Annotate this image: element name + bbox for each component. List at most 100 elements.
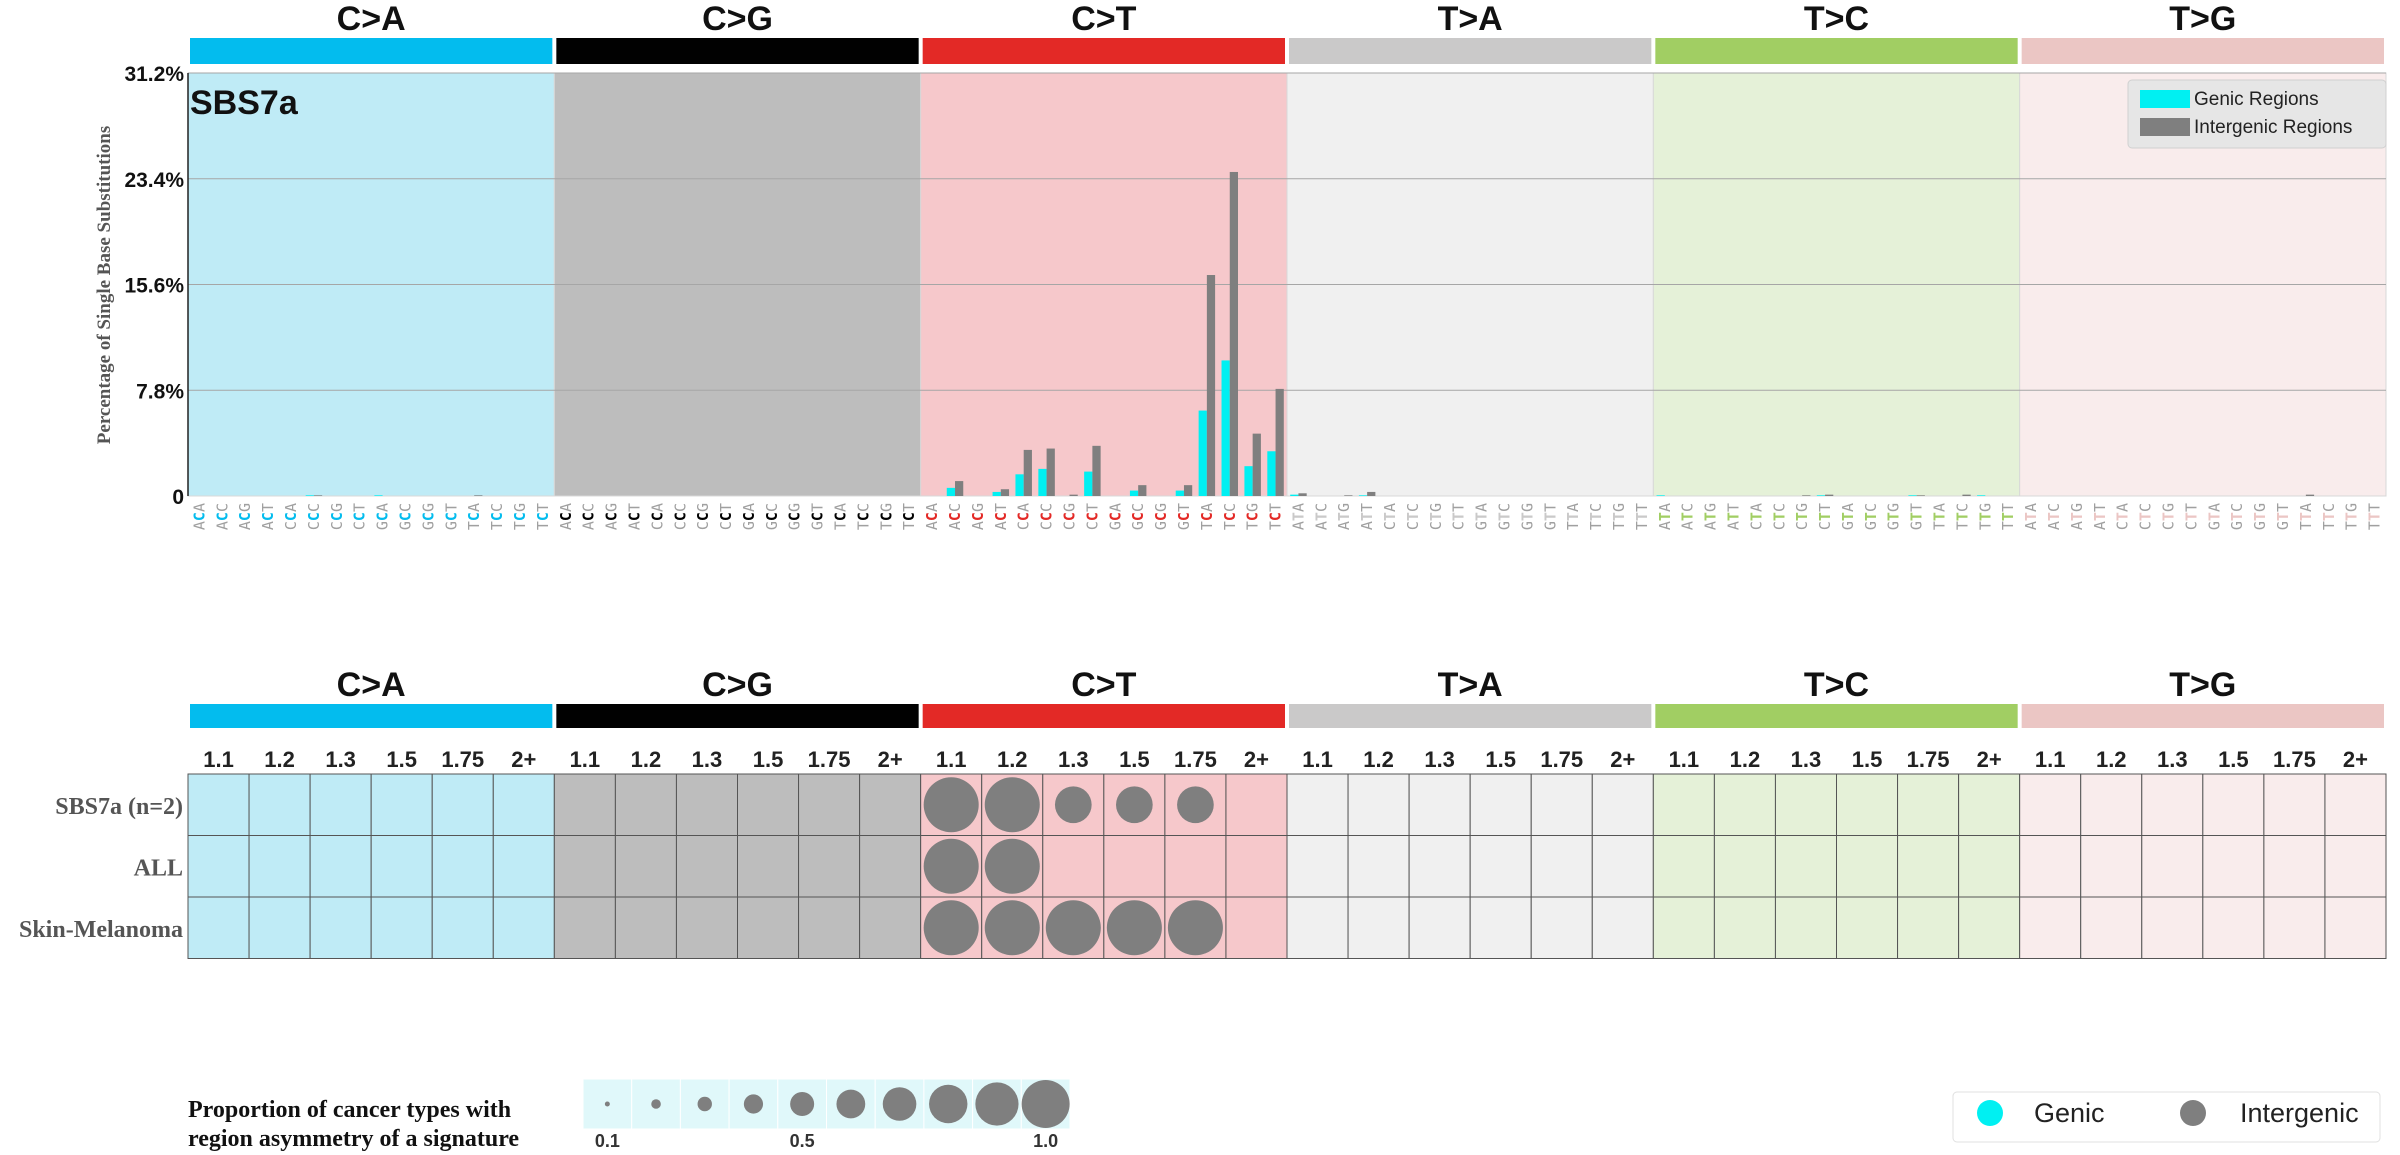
context-label: TCA bbox=[465, 503, 483, 530]
y-tick-label: 15.6% bbox=[124, 275, 184, 298]
context-label: ATT bbox=[1358, 503, 1376, 530]
proportion-legend-tick: 1.0 bbox=[1033, 1131, 1058, 1151]
grid-column-label: 1.3 bbox=[2157, 747, 2188, 772]
proportion-legend-circle bbox=[929, 1084, 968, 1124]
grid-cell bbox=[1836, 773, 1899, 836]
legend-swatch-intergenic bbox=[2140, 118, 2190, 136]
grid-cell bbox=[2141, 773, 2204, 836]
proportion-legend-tick: 0.1 bbox=[595, 1131, 620, 1151]
genic-bar bbox=[1267, 451, 1276, 496]
intergenic-legend-marker bbox=[2180, 1100, 2206, 1126]
grid-cell bbox=[1897, 773, 1960, 836]
grid-type-bar bbox=[2021, 704, 2384, 728]
context-label: GTG bbox=[1885, 503, 1903, 530]
grid-cell bbox=[675, 773, 739, 836]
context-label: CTC bbox=[1404, 503, 1422, 530]
y-tick-label: 31.2% bbox=[124, 63, 184, 86]
grid-cell bbox=[1713, 896, 1776, 959]
context-label: GTC bbox=[1496, 503, 1514, 530]
legend-swatch-genic bbox=[2140, 90, 2190, 108]
grid-cell bbox=[2263, 835, 2326, 898]
grid-cell bbox=[1774, 896, 1838, 959]
grid-column-label: 1.2 bbox=[264, 747, 295, 772]
genic-bar bbox=[374, 495, 383, 496]
grid-cell bbox=[1347, 896, 1410, 959]
genic-legend-marker bbox=[1977, 1100, 2003, 1126]
grid-type-bar bbox=[1289, 704, 1652, 728]
context-label: CTC bbox=[1770, 503, 1788, 530]
proportion-legend-title-1: Proportion of cancer types with bbox=[188, 1097, 511, 1123]
context-label: ACT bbox=[259, 503, 277, 530]
context-label: TTG bbox=[1976, 503, 1994, 530]
context-label: TCC bbox=[1221, 503, 1239, 530]
context-label: CCG bbox=[328, 503, 346, 530]
grid-column-label: 2+ bbox=[2343, 747, 2368, 772]
context-label: TTA bbox=[1564, 503, 1582, 530]
trinucleotide-context-labels: ACAACCACGACTCCACCCCCGCCTGCAGCCGCGGCTTCAT… bbox=[190, 503, 2383, 530]
intergenic-bar bbox=[1000, 489, 1010, 496]
context-label: ATG bbox=[2068, 503, 2086, 530]
grid-cell bbox=[2019, 896, 2082, 959]
grid-column-label: 1.2 bbox=[1363, 747, 1394, 772]
asymmetry-circle bbox=[1054, 786, 1092, 824]
grid-cell bbox=[492, 835, 555, 898]
context-label: CTT bbox=[2182, 503, 2200, 530]
top-type-label: T>G bbox=[2169, 0, 2236, 38]
grid-column-label: 1.75 bbox=[808, 747, 851, 772]
genic-bar bbox=[1221, 360, 1230, 496]
grid-type-bar bbox=[1655, 704, 2018, 728]
context-label: ATC bbox=[1312, 503, 1330, 530]
context-label: GCT bbox=[809, 503, 827, 530]
proportion-legend-tick: 0.5 bbox=[790, 1131, 815, 1151]
genic-bar bbox=[1129, 490, 1139, 496]
context-label: GCG bbox=[419, 503, 437, 530]
grid-cell bbox=[1591, 896, 1654, 959]
genic-bar bbox=[1358, 495, 1368, 496]
grid-cell bbox=[2019, 773, 2082, 836]
grid-cell bbox=[2202, 896, 2265, 959]
asymmetry-circle bbox=[923, 838, 979, 894]
grid-cell bbox=[1469, 896, 1532, 959]
grid-cell bbox=[1469, 773, 1532, 836]
context-label: TCC bbox=[854, 503, 872, 530]
grid-type-label: T>C bbox=[1804, 666, 1869, 704]
context-label: CTA bbox=[1381, 503, 1399, 530]
y-axis-label: Percentage of Single Base Substitutions bbox=[94, 126, 115, 444]
genic-bar bbox=[1908, 495, 1917, 496]
grid-column-label: 1.5 bbox=[1119, 747, 1150, 772]
grid-column-label: 1.3 bbox=[692, 747, 723, 772]
context-label: TTT bbox=[1633, 503, 1651, 530]
signature-label: SBS7a bbox=[190, 84, 299, 122]
context-label: ACT bbox=[992, 503, 1010, 530]
proportion-legend-circle bbox=[975, 1082, 1019, 1126]
legend-label-intergenic: Intergenic Regions bbox=[2194, 117, 2352, 138]
context-label: CTG bbox=[1793, 503, 1811, 530]
intergenic-bar bbox=[2305, 494, 2315, 496]
grid-column-label: 1.5 bbox=[753, 747, 784, 772]
intergenic-bar bbox=[1298, 493, 1307, 496]
grid-cell bbox=[614, 896, 677, 959]
context-label: GTT bbox=[2274, 503, 2292, 530]
grid-cell bbox=[1836, 896, 1899, 959]
grid-type-label: T>A bbox=[1438, 666, 1503, 704]
grid-type-label: T>G bbox=[2169, 666, 2236, 704]
proportion-legend-circle bbox=[743, 1094, 764, 1114]
grid-mutation-type-headers: C>A C>G C>T T>A T>C T>G bbox=[190, 666, 2384, 728]
genic-bar bbox=[1175, 490, 1184, 496]
context-label: GTG bbox=[2251, 503, 2269, 530]
grid-cell bbox=[1958, 773, 2021, 836]
grid-cell bbox=[2324, 896, 2387, 959]
grid-column-label: 1.1 bbox=[1302, 747, 1333, 772]
grid-cell bbox=[1591, 835, 1654, 898]
asymmetry-circle bbox=[1116, 786, 1153, 824]
grid-cell bbox=[492, 773, 555, 836]
grid-cell bbox=[798, 896, 861, 959]
grid-cell bbox=[2202, 773, 2265, 836]
grid-cell bbox=[2324, 835, 2387, 898]
grid-cell bbox=[370, 835, 433, 898]
context-label: CTG bbox=[2159, 503, 2177, 530]
asymmetry-circle bbox=[923, 777, 979, 833]
context-label: CCT bbox=[1083, 503, 1101, 530]
intergenic-bar bbox=[1344, 495, 1353, 496]
context-label: GTA bbox=[1473, 503, 1491, 530]
